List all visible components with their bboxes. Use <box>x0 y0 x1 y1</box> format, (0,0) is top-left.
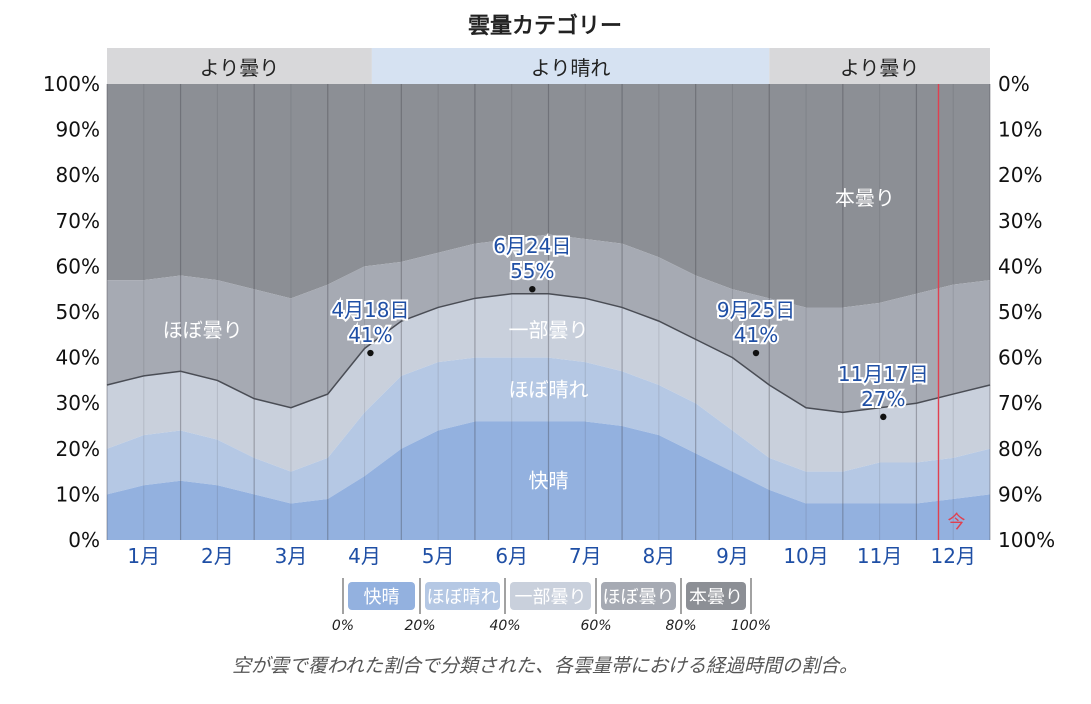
y-left-tick-8: 80% <box>56 163 100 187</box>
top-band-label-2: より曇り <box>840 56 920 80</box>
top-band-label-0: より曇り <box>200 56 280 80</box>
y-left-tick-6: 60% <box>56 254 100 278</box>
annotation-pct-3: 27% <box>861 387 905 411</box>
y-left-tick-2: 20% <box>56 437 100 461</box>
annotation-date-1: 6月24日 <box>493 234 571 258</box>
annotation-pct-0: 41% <box>348 323 392 347</box>
x-tick-1: 2月 <box>201 544 234 568</box>
y-left-tick-10: 100% <box>43 72 100 96</box>
region-label-1: 一部曇り <box>509 318 589 342</box>
annotation-pct-1: 55% <box>510 259 554 283</box>
legend-tick-0: 0% <box>332 618 354 634</box>
x-tick-4: 5月 <box>422 544 455 568</box>
region-label-3: 快晴 <box>529 469 569 493</box>
axes: 0% 10% 20% 30% 40% 50% 60% 70% 80% 90% 100% 100% 90%… <box>43 72 1055 568</box>
legend-tick-2: 40% <box>489 618 520 634</box>
area-series-2 <box>107 293 990 472</box>
legend-label-4: 本曇り <box>689 587 743 608</box>
y-right-tick-4: 60% <box>998 346 1042 370</box>
y-left-tick-9: 90% <box>56 118 100 142</box>
top-band-1 <box>371 48 770 84</box>
region-label-2: ほぼ晴れ <box>509 378 589 402</box>
top-band-2 <box>769 48 990 84</box>
legend-swatch-0 <box>348 582 415 610</box>
annotation-dot-1 <box>529 286 536 293</box>
area-series-3 <box>107 234 990 413</box>
legend-swatch-2 <box>510 582 591 610</box>
annotation-dot-0 <box>367 349 374 357</box>
annotation-dot-2 <box>752 349 760 357</box>
legend-tick-1: 20% <box>404 618 435 634</box>
legend-label-0: 快晴 <box>364 587 400 608</box>
legend-label-1: ほぼ晴れ <box>427 587 499 608</box>
clear-line <box>106 293 991 414</box>
y-right-tick-7: 30% <box>998 209 1042 233</box>
grid <box>106 84 991 540</box>
x-tick-11: 12月 <box>930 544 975 568</box>
chart-caption: 空が雲で覆われた割合で分類された、各雲量帯における経過時間の割合。 <box>232 655 858 677</box>
y-left-tick-7: 70% <box>56 209 100 233</box>
y-right-tick-0: 100% <box>998 528 1055 552</box>
cloud-areas <box>107 84 990 540</box>
area-series-4 <box>107 84 990 308</box>
y-right-tick-1: 90% <box>998 482 1042 506</box>
region-label-4: 本曇り <box>835 186 895 210</box>
y-right-tick-6: 40% <box>998 254 1042 278</box>
x-tick-6: 7月 <box>569 544 602 568</box>
top-bands: より曇り より晴れ より曇り <box>107 48 990 84</box>
annotation-date-3: 11月17日 <box>838 362 929 386</box>
x-tick-9: 10月 <box>783 544 828 568</box>
legend-tick-5: 100% <box>731 618 771 634</box>
legend-swatch-1 <box>425 582 500 610</box>
area-series-1 <box>107 357 990 504</box>
x-tick-3: 4月 <box>348 544 381 568</box>
x-tick-2: 3月 <box>275 544 308 568</box>
top-band-label-1: より晴れ <box>531 56 611 80</box>
x-tick-8: 9月 <box>716 544 749 568</box>
legend-swatch-4 <box>686 582 746 610</box>
top-band-0 <box>107 48 372 84</box>
annotation-dot-3 <box>880 413 887 421</box>
annotation-pct-2: 41% <box>734 323 778 347</box>
annotation-date-2: 9月25日 <box>717 298 795 322</box>
y-right-tick-5: 50% <box>998 300 1042 324</box>
x-tick-0: 1月 <box>127 544 160 568</box>
legend-label-2: 一部曇り <box>515 587 587 608</box>
y-right-tick-2: 80% <box>998 437 1042 461</box>
y-left-tick-3: 30% <box>56 391 100 415</box>
now-label: 今 <box>947 512 965 533</box>
annotation-date-0: 4月18日 <box>331 298 409 322</box>
y-right-tick-3: 70% <box>998 391 1042 415</box>
y-left-tick-5: 50% <box>56 300 100 324</box>
y-left-tick-0: 0% <box>68 528 100 552</box>
y-right-tick-9: 10% <box>998 118 1042 142</box>
chart-title: 雲量カテゴリー <box>468 13 622 39</box>
y-right-tick-10: 0% <box>998 72 1030 96</box>
y-left-tick-1: 10% <box>56 482 100 506</box>
x-tick-5: 6月 <box>495 544 528 568</box>
x-tick-7: 8月 <box>643 544 676 568</box>
y-right-tick-8: 20% <box>998 163 1042 187</box>
legend-tick-4: 80% <box>665 618 696 634</box>
y-left-tick-4: 40% <box>56 346 100 370</box>
legend: 0% 20% 40% 60% 80% 100% 快晴 ほぼ晴れ 一部曇り ほぼ曇り 本曇り <box>332 578 771 634</box>
legend-tick-3: 60% <box>580 618 611 634</box>
x-tick-10: 11月 <box>857 544 902 568</box>
area-series-0 <box>107 421 990 540</box>
clear-line-group: 今 <box>106 84 991 540</box>
legend-swatch-3 <box>601 582 676 610</box>
legend-label-3: ほぼ曇り <box>603 587 675 608</box>
region-label-0: ほぼ曇り <box>163 318 243 342</box>
